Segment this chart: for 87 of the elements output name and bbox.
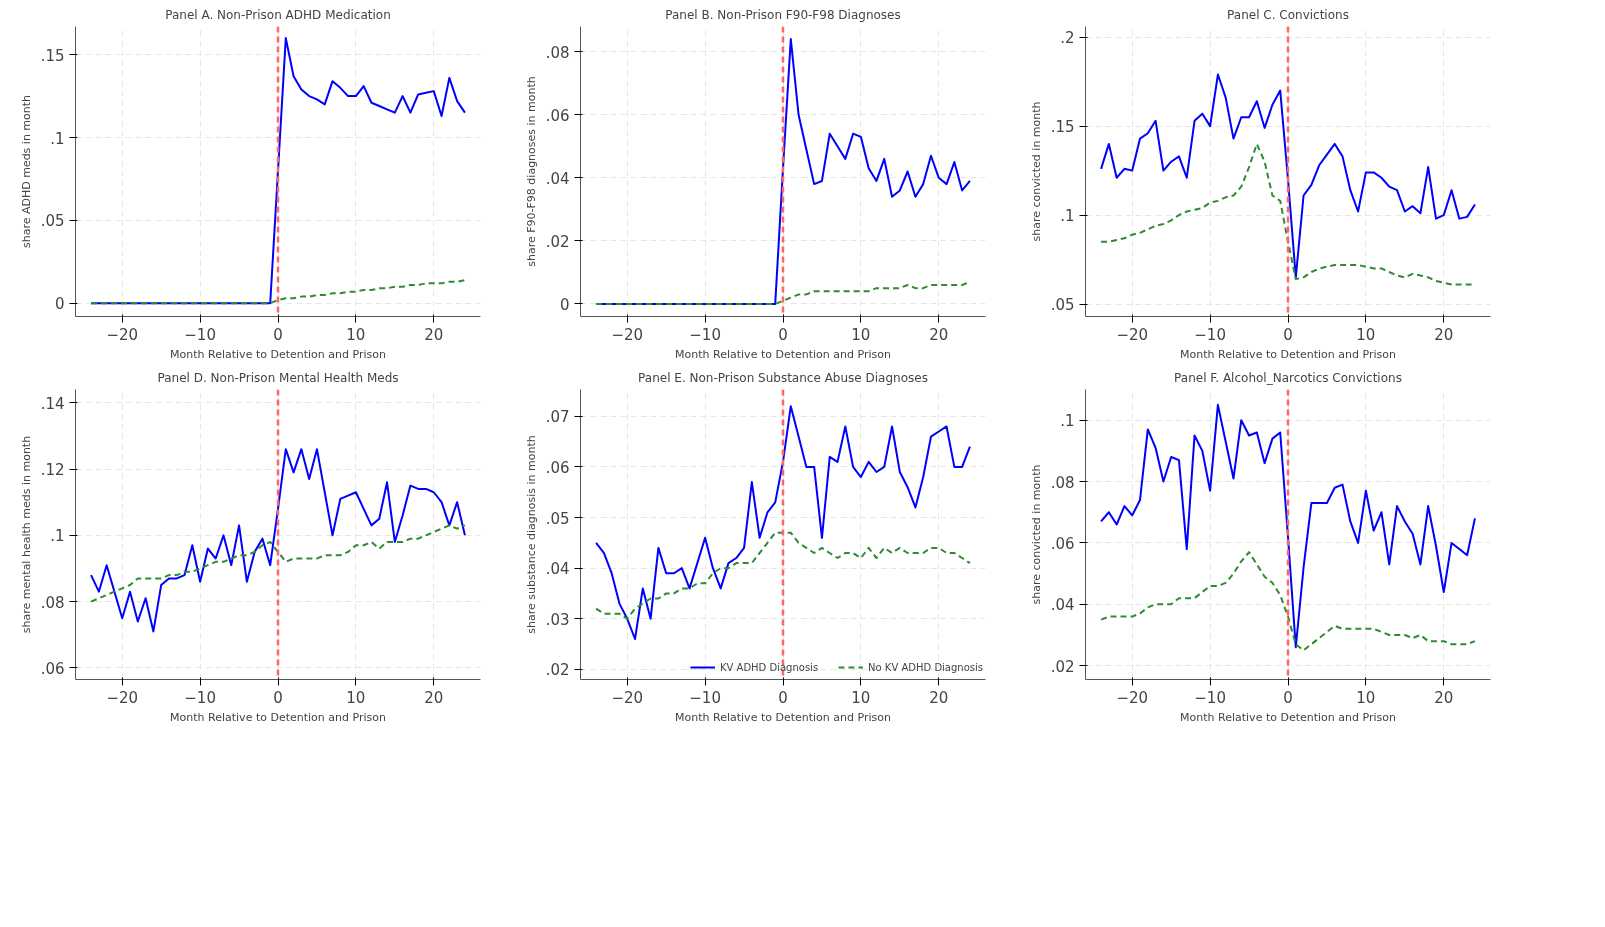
chart-title: Panel B. Non-Prison F90-F98 Diagnoses xyxy=(665,7,901,22)
y-tick-label: .15 xyxy=(40,46,65,65)
line-series xyxy=(90,448,466,633)
legend-label: KV ADHD Diagnosis xyxy=(719,661,819,673)
y-tick-label: .03 xyxy=(545,610,570,629)
x-tick-label: 20 xyxy=(424,325,444,344)
x-tick-label: −10 xyxy=(1194,688,1226,707)
x-tick-label: 20 xyxy=(1434,325,1454,344)
x-tick-label: −20 xyxy=(106,325,139,344)
x-tick-label: 0 xyxy=(273,325,283,344)
x-tick-label: 10 xyxy=(1356,325,1376,344)
x-tick-label: 20 xyxy=(424,688,444,707)
line-series xyxy=(90,279,466,305)
y-tick-label: .02 xyxy=(1050,657,1075,676)
x-tick-label: 20 xyxy=(929,688,949,707)
y-tick-label: .14 xyxy=(40,394,65,413)
x-tick-label: 0 xyxy=(778,325,788,344)
y-tick-label: .1 xyxy=(1060,207,1075,226)
y-tick-label: .05 xyxy=(1050,296,1075,315)
line-series xyxy=(90,524,466,603)
x-axis-title: Month Relative to Detention and Prison xyxy=(1180,710,1396,724)
y-tick-label: .06 xyxy=(545,106,570,125)
line-series xyxy=(595,405,971,641)
x-tick-label: −10 xyxy=(689,688,721,707)
x-axis-title: Month Relative to Detention and Prison xyxy=(675,347,891,361)
y-tick-label: .15 xyxy=(1050,118,1075,137)
y-axis-title: share F90-F98 diagnoses in month xyxy=(524,76,538,267)
x-tick-label: 0 xyxy=(1283,325,1293,344)
y-tick-label: .06 xyxy=(1050,534,1075,553)
x-tick-label: 20 xyxy=(1434,688,1454,707)
y-tick-label: .04 xyxy=(545,560,570,579)
y-tick-label: .06 xyxy=(545,458,570,477)
x-axis-title: Month Relative to Detention and Prison xyxy=(170,710,386,724)
x-tick-label: −20 xyxy=(611,688,644,707)
x-axis-title: Month Relative to Detention and Prison xyxy=(1180,347,1396,361)
x-tick-label: 20 xyxy=(929,325,949,344)
chart-title: Panel A. Non-Prison ADHD Medication xyxy=(165,7,391,22)
y-tick-label: .08 xyxy=(1050,473,1075,492)
y-tick-label: .05 xyxy=(40,212,65,231)
y-tick-label: .08 xyxy=(545,43,570,62)
y-tick-label: .1 xyxy=(1060,412,1075,431)
y-tick-label: .04 xyxy=(545,169,570,188)
x-tick-label: 0 xyxy=(1283,688,1293,707)
x-tick-label: 10 xyxy=(346,325,366,344)
legend-label: No KV ADHD Diagnosis xyxy=(868,661,983,673)
y-tick-label: .05 xyxy=(545,509,570,528)
x-tick-label: −20 xyxy=(1116,325,1149,344)
chart-title: Panel F. Alcohol_Narcotics Convictions xyxy=(1174,370,1402,385)
y-axis-title: share convicted in month xyxy=(1029,464,1043,605)
y-tick-label: .12 xyxy=(40,461,65,480)
y-tick-label: .02 xyxy=(545,661,570,680)
y-tick-label: .1 xyxy=(50,129,65,148)
line-series xyxy=(595,531,971,620)
y-axis-title: share convicted in month xyxy=(1029,101,1043,242)
x-tick-label: −10 xyxy=(1194,325,1226,344)
y-tick-label: .04 xyxy=(1050,596,1075,615)
x-tick-label: 10 xyxy=(346,688,366,707)
y-tick-label: .1 xyxy=(50,527,65,546)
x-tick-label: 10 xyxy=(851,688,871,707)
y-tick-label: .08 xyxy=(40,593,65,612)
x-tick-label: −10 xyxy=(184,688,216,707)
y-axis-title: share substance diagnosis in month xyxy=(524,435,538,634)
y-tick-label: 0 xyxy=(54,295,65,314)
x-axis-title: Month Relative to Detention and Prison xyxy=(675,710,891,724)
x-tick-label: −10 xyxy=(689,325,721,344)
y-tick-label: .07 xyxy=(545,408,570,427)
x-tick-label: 0 xyxy=(778,688,788,707)
x-tick-label: 10 xyxy=(851,325,871,344)
chart-title: Panel D. Non-Prison Mental Health Meds xyxy=(157,370,399,385)
x-tick-label: 10 xyxy=(1356,688,1376,707)
chart-title: Panel C. Convictions xyxy=(1227,7,1349,22)
x-tick-label: −20 xyxy=(611,325,644,344)
x-tick-label: −10 xyxy=(184,325,216,344)
x-tick-label: −20 xyxy=(1116,688,1149,707)
x-tick-label: −20 xyxy=(106,688,139,707)
y-axis-title: share ADHD meds in month xyxy=(19,94,33,249)
x-tick-label: 0 xyxy=(273,688,283,707)
line-series xyxy=(1100,73,1476,279)
chart-title: Panel E. Non-Prison Substance Abuse Diagnoses xyxy=(638,370,928,385)
x-axis-title: Month Relative to Detention and Prison xyxy=(170,347,386,361)
y-tick-label: 0 xyxy=(559,295,570,314)
y-axis-title: share mental health meds in month xyxy=(19,435,33,634)
line-series xyxy=(1100,551,1476,652)
y-tick-label: .02 xyxy=(545,232,570,251)
y-tick-label: .2 xyxy=(1060,29,1075,48)
y-tick-label: .06 xyxy=(40,659,65,678)
line-series xyxy=(1100,403,1476,649)
